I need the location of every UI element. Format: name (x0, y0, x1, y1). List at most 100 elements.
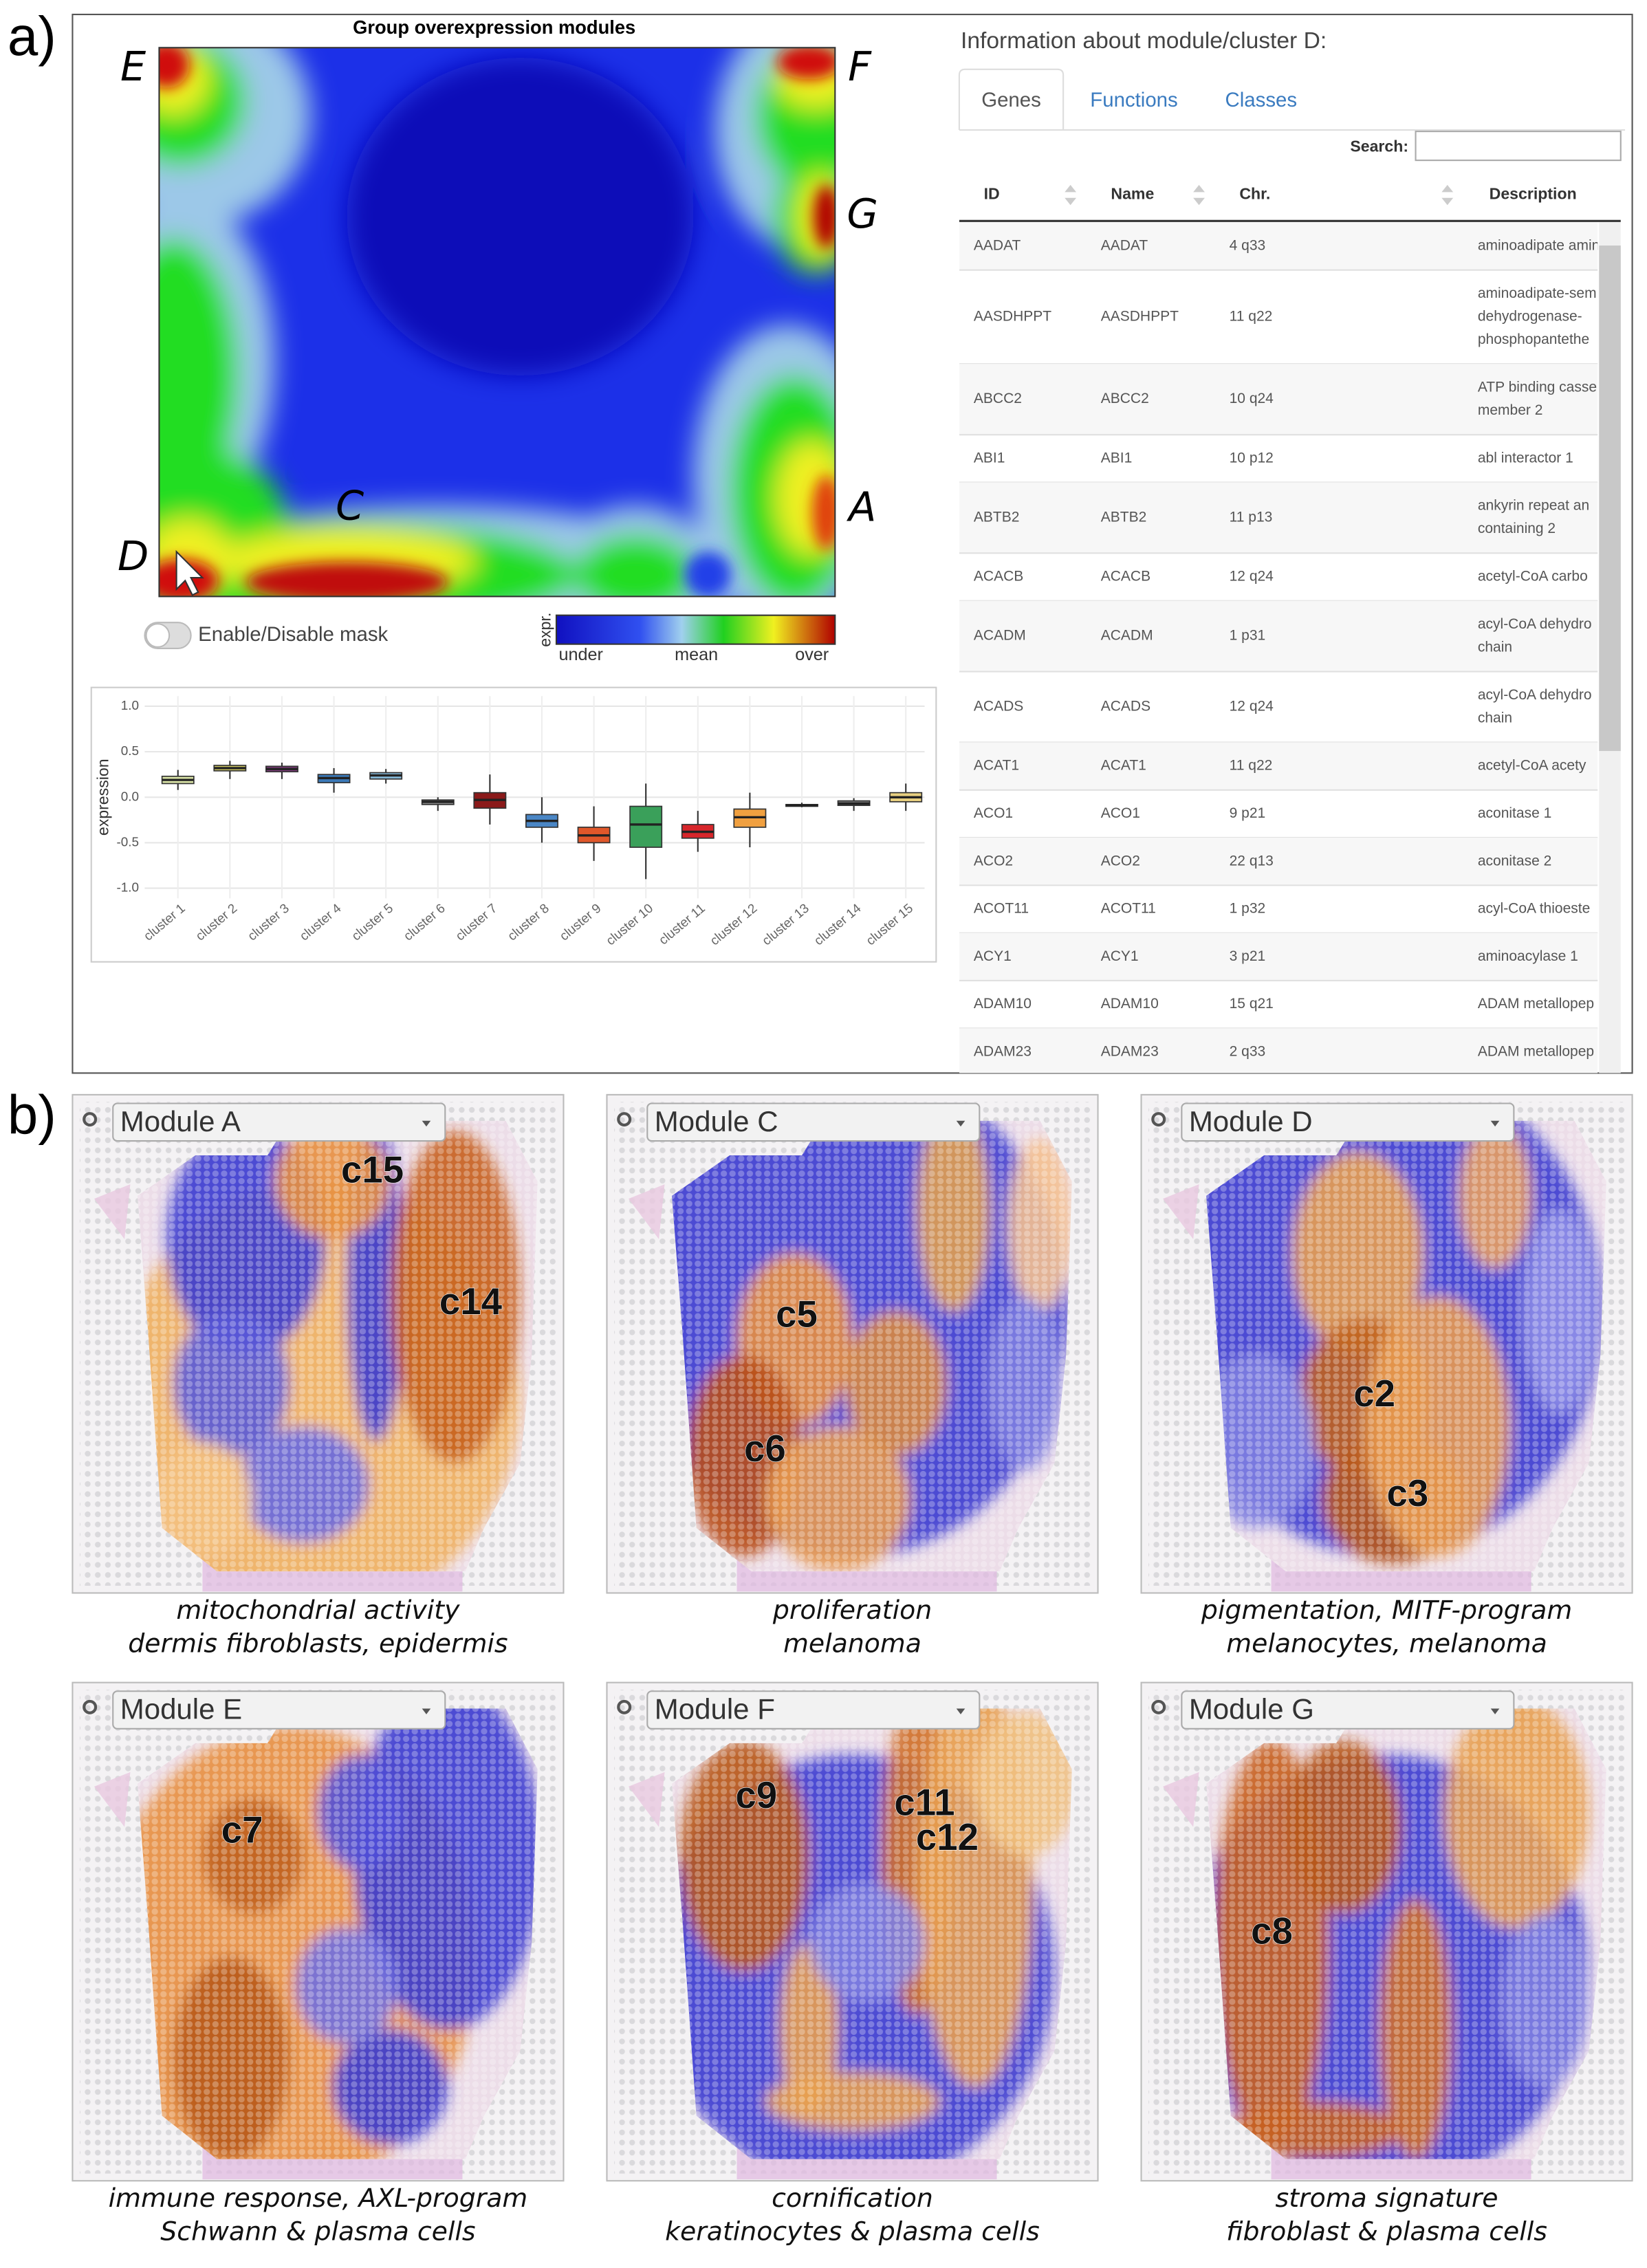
cell-id: ACOT11 (974, 901, 1029, 917)
settings-icon[interactable] (83, 1112, 98, 1127)
tissue-fragment (94, 1184, 131, 1239)
cell-name: ACY1 (1101, 948, 1139, 964)
cursor (175, 549, 204, 596)
cell-description: acetyl-CoA carbo (1478, 569, 1588, 585)
legend-bar (555, 614, 836, 645)
cluster-label: c7 (221, 1809, 263, 1851)
module-select[interactable] (646, 1690, 981, 1730)
settings-icon[interactable] (1151, 1112, 1166, 1127)
cell-description: chain (1478, 639, 1512, 655)
row-bg (959, 1028, 1598, 1073)
toggle-knob (145, 623, 171, 648)
info-title: Information about module/cluster D: (961, 28, 1327, 54)
scroll-thumb[interactable] (1599, 246, 1621, 752)
caption: dermis fibroblasts, epidermis (128, 1628, 508, 1659)
cell-description: aconitase 2 (1478, 853, 1551, 869)
module-select[interactable] (112, 1102, 446, 1142)
caption: fibroblast & plasma cells (1226, 2216, 1547, 2246)
select-caret (956, 1120, 966, 1127)
module-letter: G (847, 190, 878, 237)
cell-description: aconitase 1 (1478, 805, 1551, 821)
cell-chr: 11 p13 (1230, 509, 1273, 525)
cell-description: ankyrin repeat an (1478, 498, 1589, 514)
module-select[interactable] (112, 1690, 446, 1730)
panel-b: b) Module A c15 c14 mitochondrial activityde… (8, 1084, 1633, 2246)
settings-icon[interactable] (83, 1699, 98, 1714)
select-caret (1490, 1708, 1500, 1714)
module-letter: D (118, 532, 149, 580)
spot-texture (1206, 1708, 1606, 2159)
heatmap (159, 47, 836, 597)
module-letter: E (120, 43, 146, 90)
cluster-label: c11 (894, 1782, 955, 1824)
cell-name: ABCC2 (1101, 391, 1149, 406)
tissue (1206, 1120, 1606, 1571)
cell-description: phosphopantethe (1478, 331, 1589, 347)
tab[interactable]: Genes (981, 89, 1041, 111)
cell-chr: 1 p32 (1230, 901, 1266, 917)
column-header: Name (1111, 185, 1154, 203)
cell-id: AASDHPPT (974, 309, 1051, 325)
caption: melanocytes, melanoma (1226, 1628, 1547, 1659)
module-letter: F (848, 43, 872, 90)
sort-icon[interactable] (1193, 184, 1205, 206)
tab[interactable]: Functions (1090, 89, 1177, 111)
sort-icon[interactable] (1065, 184, 1077, 206)
cell-name: ACO2 (1101, 853, 1140, 869)
module-select-label: Module G (1189, 1693, 1314, 1725)
cluster-label: c12 (916, 1816, 979, 1858)
cell-description: acyl-CoA thioeste (1478, 901, 1590, 917)
cell-id: ACADM (974, 628, 1026, 644)
tab[interactable]: Classes (1225, 89, 1298, 111)
tissue-fragment (94, 1771, 131, 1827)
search-input[interactable] (1415, 131, 1622, 162)
cell-id: ADAM23 (974, 1043, 1032, 1059)
caption: mitochondrial activity (176, 1595, 460, 1625)
module-select[interactable] (1181, 1690, 1515, 1730)
module-select[interactable] (1181, 1102, 1515, 1142)
cell-description: dehydrogenase- (1478, 309, 1582, 325)
module-select-label: Module D (1189, 1105, 1313, 1137)
cell-description: acyl-CoA dehydro (1478, 616, 1592, 632)
sort-icon[interactable] (1441, 184, 1454, 206)
module-select-label: Module A (120, 1105, 241, 1137)
caption: melanoma (783, 1628, 921, 1659)
spot-texture (671, 1708, 1072, 2159)
cell-name: ACADS (1101, 699, 1150, 715)
cell-chr: 4 q33 (1230, 238, 1266, 254)
legend-label: under (558, 645, 602, 664)
row-bg (959, 482, 1598, 554)
settings-icon[interactable] (617, 1699, 632, 1714)
column-header: Chr. (1239, 185, 1270, 203)
cluster-label: c15 (341, 1149, 404, 1191)
cell-name: ACADM (1101, 628, 1153, 644)
cell-id: AADAT (974, 238, 1021, 254)
cell-chr: 11 q22 (1230, 758, 1273, 774)
tissue-fragment (628, 1184, 665, 1239)
cell-description: member 2 (1478, 402, 1543, 418)
cell-name: AADAT (1101, 238, 1148, 254)
module-select[interactable] (646, 1102, 981, 1142)
legend-label: over (795, 645, 829, 664)
cell-description: aminoadipate-sem (1478, 285, 1597, 301)
box (629, 805, 663, 848)
row-bg (959, 600, 1598, 672)
cell-id: ADAM10 (974, 996, 1032, 1012)
y-tick-label: 1.0 (121, 699, 139, 713)
cell-name: ACO1 (1101, 805, 1140, 821)
cluster-label: c9 (735, 1774, 777, 1816)
cluster-label: c14 (439, 1280, 503, 1322)
y-tick-label: 0.5 (121, 744, 139, 759)
spot-texture (137, 1708, 538, 2159)
settings-icon[interactable] (617, 1112, 632, 1127)
y-tick-label: 0.0 (121, 789, 139, 804)
cell-name: ACAT1 (1101, 758, 1146, 774)
tab-active-frame (958, 68, 1065, 131)
y-axis-label: expression (94, 759, 112, 836)
spatial-map: Module D c2 c3 pigmentation, MITF-programme… (1140, 1093, 1633, 1659)
module-select-label: Module E (120, 1693, 242, 1725)
heatmap-border (158, 47, 836, 598)
settings-icon[interactable] (1151, 1699, 1166, 1714)
y-tick-label: -1.0 (116, 881, 139, 895)
